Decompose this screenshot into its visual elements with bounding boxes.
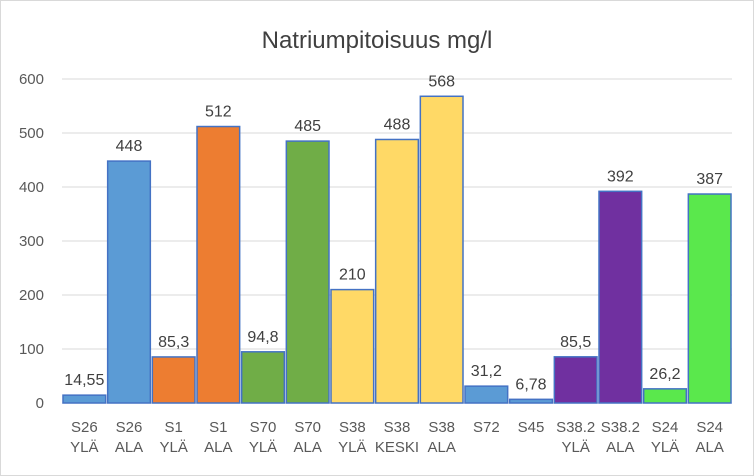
category-label: S70 bbox=[250, 419, 277, 436]
y-tick-label: 200 bbox=[19, 287, 44, 304]
data-label: 488 bbox=[384, 116, 411, 133]
category-label: S1 bbox=[209, 419, 227, 436]
y-tick-label: 500 bbox=[19, 125, 44, 142]
bar bbox=[553, 356, 598, 404]
category-label: YLÄ bbox=[561, 439, 589, 456]
category-label: YLÄ bbox=[651, 439, 679, 456]
bar bbox=[419, 95, 464, 404]
y-axis-tick-labels: 0 100 200 300 400 500 600 bbox=[19, 71, 44, 412]
bar bbox=[598, 190, 643, 404]
category-label: S24 bbox=[652, 419, 679, 436]
y-tick-label: 300 bbox=[19, 233, 44, 250]
data-labels: 14,55 448 85,3 512 94,8 485 210 488 568 31,2 6,78 8… bbox=[64, 73, 723, 393]
category-label: ALA bbox=[293, 439, 321, 456]
chart-title: Natriumpitoisuus mg/l bbox=[262, 27, 493, 54]
category-label: S70 bbox=[294, 419, 321, 436]
data-label: 448 bbox=[116, 138, 143, 155]
y-tick-label: 600 bbox=[19, 71, 44, 88]
data-label: 14,55 bbox=[64, 372, 104, 389]
y-tick-label: 0 bbox=[36, 395, 44, 412]
category-label: S1 bbox=[164, 419, 182, 436]
bar bbox=[374, 138, 420, 404]
category-label: S24 bbox=[696, 419, 723, 436]
category-label: KESKI bbox=[375, 439, 419, 456]
bar bbox=[687, 193, 732, 404]
category-label: YLÄ bbox=[159, 439, 187, 456]
category-label: YLÄ bbox=[338, 439, 366, 456]
bar bbox=[106, 160, 152, 404]
category-label: S72 bbox=[473, 419, 500, 436]
data-label: 6,78 bbox=[515, 376, 546, 393]
data-label: 387 bbox=[696, 171, 723, 188]
bar bbox=[285, 140, 330, 404]
data-label: 85,3 bbox=[158, 334, 189, 351]
category-label: S38 bbox=[339, 419, 366, 436]
y-tick-label: 400 bbox=[19, 179, 44, 196]
bar bbox=[642, 388, 688, 404]
bars bbox=[62, 95, 732, 404]
category-label: YLÄ bbox=[249, 439, 277, 456]
bar bbox=[62, 394, 107, 404]
bar bbox=[330, 288, 375, 404]
bar bbox=[196, 125, 241, 404]
bar bbox=[464, 385, 509, 404]
data-label: 568 bbox=[428, 73, 455, 90]
data-label: 26,2 bbox=[649, 366, 680, 383]
bar bbox=[151, 356, 196, 404]
category-label: S38 bbox=[384, 419, 411, 436]
data-label: 31,2 bbox=[471, 363, 502, 380]
category-label: ALA bbox=[204, 439, 232, 456]
category-label: ALA bbox=[427, 439, 455, 456]
category-label: S38.2 bbox=[556, 419, 595, 436]
data-label: 85,5 bbox=[560, 334, 591, 351]
category-label: S45 bbox=[518, 419, 545, 436]
data-label: 485 bbox=[294, 118, 321, 135]
x-axis-category-labels: S26 YLÄ S26 ALA S1 YLÄ S1 ALA S70 YLÄ S70 ALA S38 YLÄ… bbox=[70, 419, 724, 456]
data-label: 210 bbox=[339, 267, 366, 284]
data-label: 94,8 bbox=[247, 329, 278, 346]
bar bbox=[240, 351, 286, 404]
category-label: S38 bbox=[428, 419, 455, 436]
category-label: S26 bbox=[116, 419, 143, 436]
category-label: S26 bbox=[71, 419, 98, 436]
category-label: S38.2 bbox=[601, 419, 640, 436]
data-label: 392 bbox=[607, 168, 634, 185]
y-tick-label: 100 bbox=[19, 341, 44, 358]
category-label: ALA bbox=[115, 439, 143, 456]
bar bbox=[508, 398, 554, 404]
data-label: 512 bbox=[205, 104, 232, 121]
category-label: ALA bbox=[695, 439, 723, 456]
category-label: YLÄ bbox=[70, 439, 98, 456]
category-label: ALA bbox=[606, 439, 634, 456]
